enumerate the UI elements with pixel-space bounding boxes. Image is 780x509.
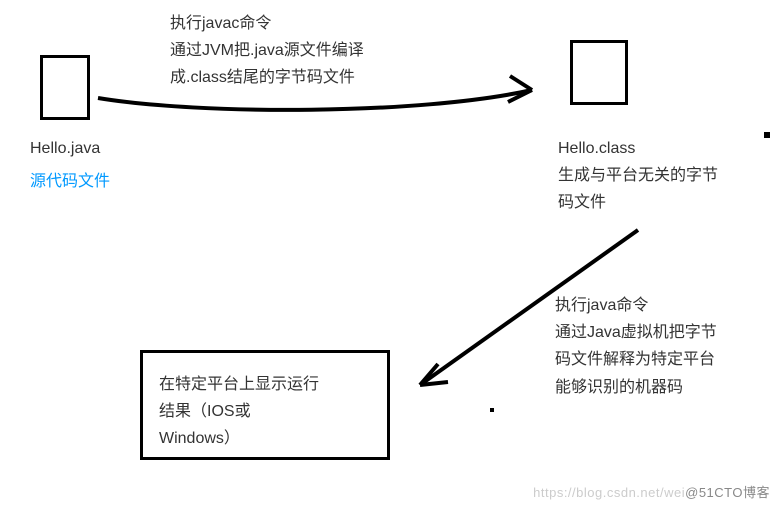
watermark-dark: @51CTO博客 <box>685 485 770 500</box>
arrow-run <box>0 0 780 509</box>
watermark-faint: https://blog.csdn.net/wei <box>533 485 685 500</box>
result-line3: Windows） <box>159 425 371 452</box>
result-line1: 在特定平台上显示运行 <box>159 371 371 398</box>
watermark: https://blog.csdn.net/wei@51CTO博客 <box>533 482 770 501</box>
result-box: 在特定平台上显示运行 结果（IOS或 Windows） <box>140 350 390 460</box>
result-line2: 结果（IOS或 <box>159 398 371 425</box>
